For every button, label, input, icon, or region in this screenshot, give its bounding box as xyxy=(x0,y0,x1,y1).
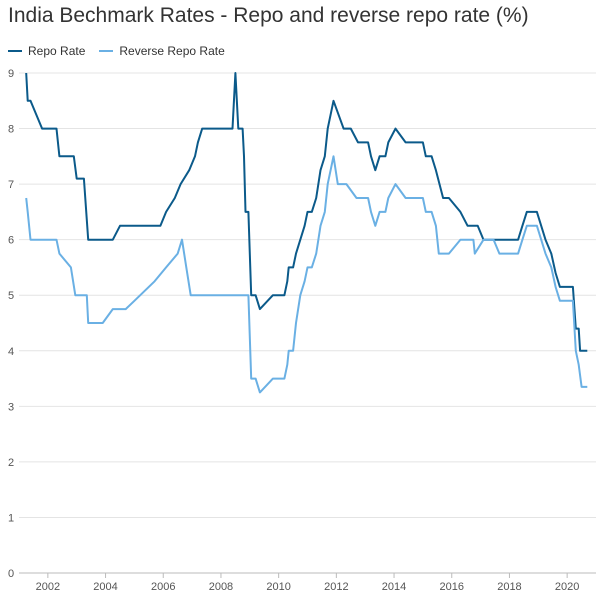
y-tick-label: 8 xyxy=(8,124,14,136)
x-tick-label: 2006 xyxy=(151,581,175,593)
chart-title: India Bechmark Rates - Repo and reverse … xyxy=(8,4,529,27)
legend-swatch-reverse-repo xyxy=(99,50,114,52)
y-tick-label: 2 xyxy=(8,457,14,469)
y-tick-label: 7 xyxy=(8,179,14,191)
y-tick-label: 4 xyxy=(8,346,14,358)
x-tick-label: 2008 xyxy=(209,581,233,593)
y-tick-label: 0 xyxy=(8,568,14,580)
legend-swatch-repo xyxy=(8,50,22,52)
legend-label-reverse-repo: Reverse Repo Rate xyxy=(119,44,225,58)
x-tick-label: 2004 xyxy=(93,581,117,593)
y-tick-label: 1 xyxy=(8,512,14,524)
legend-item-reverse-repo[interactable]: Reverse Repo Rate xyxy=(99,44,225,58)
x-tick-label: 2012 xyxy=(324,581,348,593)
series-line-repo-rate xyxy=(25,72,588,352)
x-tick-label: 2002 xyxy=(36,581,60,593)
legend-label-repo: Repo Rate xyxy=(28,44,86,58)
y-tick-label: 5 xyxy=(8,290,14,302)
y-tick-label: 6 xyxy=(8,235,14,247)
x-tick-label: 2014 xyxy=(382,581,406,593)
x-tick-label: 2020 xyxy=(555,581,579,593)
x-tick-label: 2010 xyxy=(266,581,290,593)
y-tick-label: 9 xyxy=(8,68,14,80)
y-tick-label: 3 xyxy=(8,401,14,413)
series-line-reverse-repo-rate xyxy=(25,155,588,394)
x-tick-label: 2016 xyxy=(440,581,464,593)
x-tick-label: 2018 xyxy=(497,581,521,593)
chart-legend: Repo Rate Reverse Repo Rate xyxy=(8,44,225,58)
legend-item-repo[interactable]: Repo Rate xyxy=(8,44,85,58)
